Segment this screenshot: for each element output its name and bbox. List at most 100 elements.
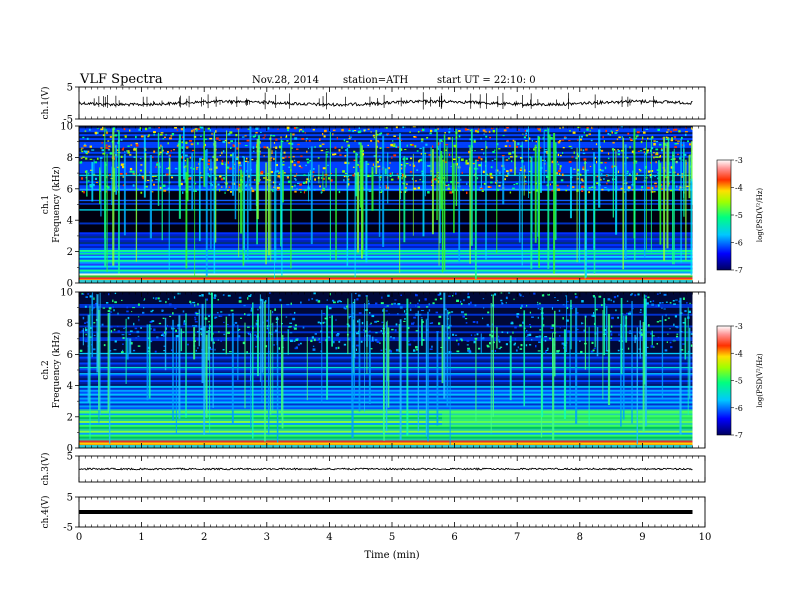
spectral-speckle bbox=[674, 142, 678, 145]
spectral-speckle bbox=[229, 167, 232, 170]
spectral-speckle bbox=[592, 185, 594, 189]
spectral-speckle bbox=[392, 145, 396, 147]
colorbar bbox=[716, 159, 732, 271]
spectral-speckle bbox=[613, 295, 617, 299]
colorbar-tick-label: -3 bbox=[735, 322, 743, 331]
spectral-speckle bbox=[152, 297, 155, 299]
sferic-line bbox=[523, 310, 526, 407]
spectral-speckle bbox=[494, 349, 497, 352]
sferic-line bbox=[335, 168, 337, 260]
spectral-speckle bbox=[356, 332, 360, 335]
spectral-speckle bbox=[323, 129, 327, 133]
spectral-speckle bbox=[165, 167, 169, 170]
sferic-line bbox=[384, 168, 387, 175]
spectral-speckle bbox=[137, 188, 139, 191]
spectral-speckle bbox=[336, 136, 338, 140]
spectral-speckle bbox=[660, 149, 663, 152]
spectral-speckle bbox=[348, 135, 350, 137]
spectral-speckle bbox=[629, 293, 633, 296]
spectral-speckle bbox=[100, 147, 103, 149]
spectral-speckle bbox=[522, 133, 524, 135]
ch3-waveform-trace bbox=[78, 467, 693, 471]
sferic-line bbox=[622, 137, 625, 270]
spectral-speckle bbox=[200, 332, 202, 334]
x-tick-label: 0 bbox=[76, 532, 82, 543]
spectral-speckle bbox=[286, 303, 290, 306]
spectral-speckle bbox=[271, 188, 274, 192]
spectral-speckle bbox=[162, 317, 165, 320]
spectral-speckle bbox=[665, 301, 668, 303]
spectral-speckle bbox=[397, 178, 400, 180]
spectral-speckle bbox=[647, 137, 649, 140]
spectral-speckle bbox=[415, 330, 419, 332]
sferic-line bbox=[566, 295, 568, 353]
spectral-speckle bbox=[333, 301, 336, 304]
spectral-speckle bbox=[290, 302, 292, 305]
spectral-speckle bbox=[123, 147, 125, 149]
spectral-speckle bbox=[391, 156, 393, 159]
spectral-speckle bbox=[270, 170, 274, 174]
spectral-speckle bbox=[559, 327, 561, 329]
spectral-speckle bbox=[114, 340, 117, 343]
spectral-speckle bbox=[637, 150, 640, 152]
spectral-speckle bbox=[617, 153, 621, 156]
spectral-speckle bbox=[634, 337, 637, 340]
spectral-speckle bbox=[367, 300, 370, 302]
sferic-line bbox=[280, 149, 282, 205]
sferic-line bbox=[106, 153, 108, 273]
spectral-speckle bbox=[289, 331, 293, 334]
spectral-speckle bbox=[200, 176, 203, 179]
spectral-speckle bbox=[108, 307, 112, 310]
spectral-speckle bbox=[329, 316, 331, 318]
spectral-speckle bbox=[197, 347, 199, 349]
spectral-speckle bbox=[410, 143, 414, 146]
freq-band bbox=[79, 194, 693, 197]
spectral-speckle bbox=[467, 349, 471, 352]
spectral-speckle bbox=[124, 135, 127, 138]
spectral-speckle bbox=[645, 346, 649, 348]
sferic-line bbox=[509, 335, 512, 401]
spectral-speckle bbox=[377, 140, 379, 142]
spectral-speckle bbox=[468, 350, 472, 354]
spectral-speckle bbox=[223, 321, 225, 323]
freq-band bbox=[79, 356, 693, 359]
spectral-speckle bbox=[262, 137, 266, 139]
spectral-speckle bbox=[690, 344, 693, 347]
spectral-speckle bbox=[667, 317, 670, 319]
spectral-speckle bbox=[102, 126, 104, 130]
spectral-speckle bbox=[508, 157, 510, 160]
spectral-speckle bbox=[576, 172, 579, 175]
spectral-speckle bbox=[298, 165, 302, 167]
spectral-speckle bbox=[600, 161, 603, 164]
sferic-line bbox=[276, 316, 278, 346]
spectral-speckle bbox=[474, 150, 476, 152]
spectral-speckle bbox=[330, 172, 332, 175]
spectral-speckle bbox=[670, 139, 674, 142]
freq-band bbox=[79, 418, 693, 421]
spectral-speckle bbox=[109, 311, 113, 313]
spectral-speckle bbox=[373, 155, 377, 157]
sferic-line bbox=[321, 309, 323, 404]
y-tick-label: 8 bbox=[67, 153, 73, 164]
spectral-speckle bbox=[380, 349, 383, 352]
spectral-speckle bbox=[108, 293, 110, 296]
spectral-speckle bbox=[188, 186, 192, 188]
spectral-speckle bbox=[105, 301, 109, 304]
sferic-line bbox=[87, 314, 90, 403]
spectral-speckle bbox=[483, 307, 485, 309]
spectral-speckle bbox=[247, 297, 249, 300]
spectral-speckle bbox=[438, 315, 442, 318]
spectral-speckle bbox=[153, 150, 156, 153]
sferic-line bbox=[569, 167, 572, 219]
spectral-speckle bbox=[362, 329, 365, 331]
spectral-speckle bbox=[491, 323, 493, 326]
spectral-speckle bbox=[222, 177, 225, 180]
spectral-speckle bbox=[81, 190, 84, 193]
spectral-speckle bbox=[384, 305, 388, 308]
spectral-speckle bbox=[564, 305, 568, 307]
spectral-speckle bbox=[595, 143, 598, 146]
spectral-speckle bbox=[279, 171, 281, 174]
freq-line bbox=[79, 352, 693, 355]
spectral-speckle bbox=[169, 303, 172, 306]
spectral-speckle bbox=[336, 332, 340, 336]
